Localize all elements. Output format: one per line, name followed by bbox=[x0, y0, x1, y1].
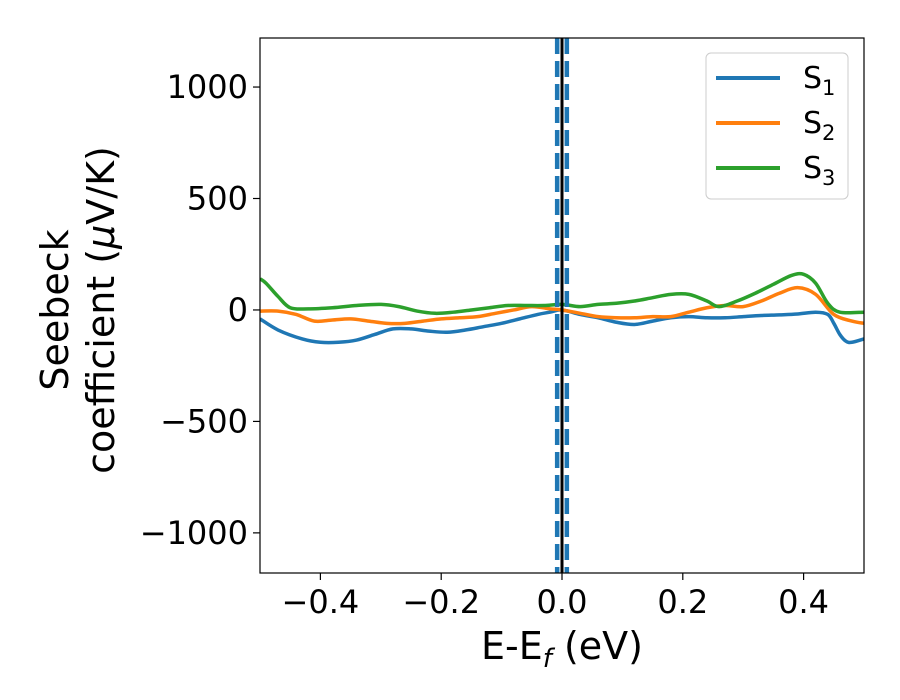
x-tick-label: 0.0 bbox=[537, 583, 588, 621]
legend-label-s3: S3 bbox=[803, 151, 835, 190]
y-tick-label: 500 bbox=[187, 180, 248, 218]
series-line-s3 bbox=[260, 271, 864, 316]
y-tick-label: 1000 bbox=[167, 68, 248, 106]
legend-label-s2: S2 bbox=[803, 106, 835, 145]
x-tick-label: −0.2 bbox=[402, 583, 480, 621]
y-axis-title: Seebeck coefficient (μV/K) bbox=[33, 146, 123, 474]
x-tick-label: 0.4 bbox=[778, 583, 829, 621]
y-tick-label: −1000 bbox=[140, 514, 248, 552]
x-axis-title: E-Ef (eV) bbox=[481, 624, 643, 674]
x-tick-label: 0.2 bbox=[657, 583, 708, 621]
y-axis-title-line2: coefficient (μV/K) bbox=[79, 146, 123, 474]
plot-area bbox=[259, 37, 865, 574]
x-tick-label: −0.4 bbox=[282, 583, 360, 621]
reference-lines bbox=[554, 38, 570, 573]
y-tick-label: −500 bbox=[160, 402, 248, 440]
legend: S1 S2 S3 bbox=[705, 52, 849, 200]
x-axis-ticks: −0.4 −0.2 0.0 0.2 0.4 bbox=[282, 573, 829, 621]
y-axis-title-line1: Seebeck bbox=[33, 229, 77, 390]
y-tick-label: 0 bbox=[228, 291, 248, 329]
legend-label-s1: S1 bbox=[803, 61, 835, 100]
legend-box bbox=[705, 52, 849, 200]
y-axis-ticks: −1000 −500 0 500 1000 bbox=[140, 68, 260, 552]
